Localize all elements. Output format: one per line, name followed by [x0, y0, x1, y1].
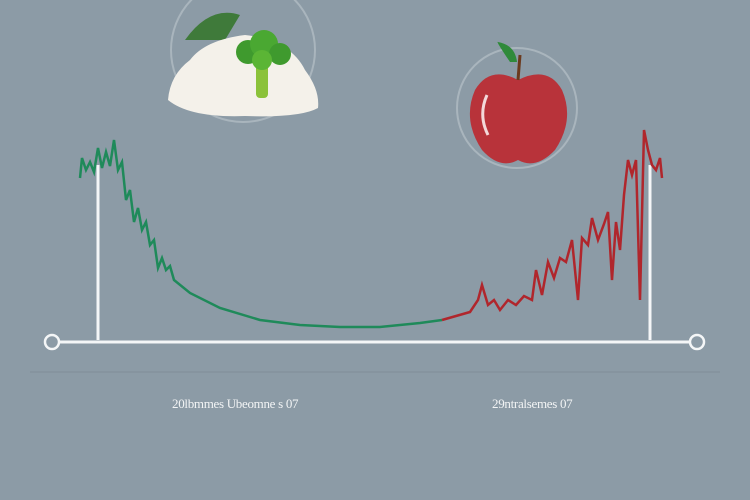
red-line: [441, 129, 664, 322]
left-label: 20lbmmes Ubeomne s 07: [172, 396, 299, 411]
apple-icon: [456, 41, 578, 169]
broccoli-rice-icon: [168, 0, 319, 123]
green-line: [78, 139, 443, 329]
axis: [30, 165, 720, 373]
right-label: 29ntralsemes 07: [492, 396, 573, 411]
